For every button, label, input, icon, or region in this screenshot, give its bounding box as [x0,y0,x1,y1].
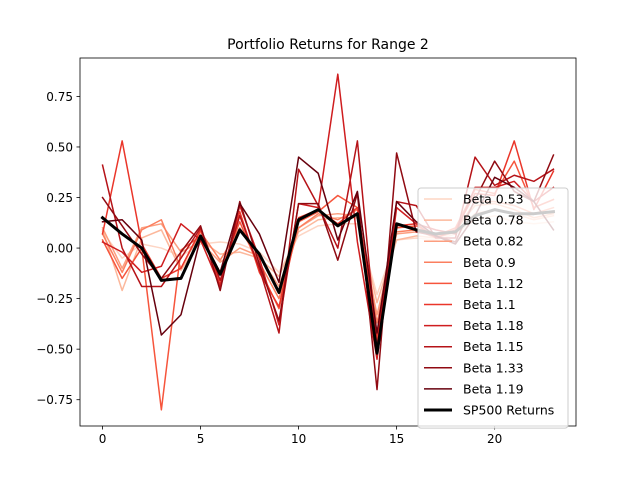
legend-label-2: Beta 0.82 [463,234,524,249]
legend-label-5: Beta 1.1 [463,297,516,312]
legend-label-6: Beta 1.18 [463,318,524,333]
x-tick-label-2: 10 [291,432,306,446]
legend-label-10: SP500 Returns [463,403,554,418]
legend-label-9: Beta 1.19 [463,381,524,396]
series-line-7 [101,140,555,348]
y-tick-label-0: −0.75 [36,393,73,407]
legend-label-0: Beta 0.53 [463,192,524,207]
legend-label-1: Beta 0.78 [463,213,524,228]
plot-frame [79,57,577,427]
y-tick-label-2: −0.25 [36,292,73,306]
y-tick-label-3: 0.00 [46,242,73,256]
chart-title: Portfolio Returns for Range 2 [227,37,429,53]
legend-label-8: Beta 1.33 [463,360,524,375]
legend: Beta 0.53 Beta 0.78 Beta 0.82 Beta 0.9 Beta … [417,187,569,429]
legend-label-7: Beta 1.15 [463,339,524,354]
legend-box [417,187,569,429]
x-tick-label-0: 0 [99,432,107,446]
axes-layer: 0 5 10 15 20 −0.75 −0.50 −0.25 0.00 0.25 0.50 0.75 [36,90,502,446]
y-tick-label-6: 0.75 [46,90,73,104]
x-tick-label-1: 5 [197,432,205,446]
y-tick-label-4: 0.25 [46,191,73,205]
y-tick-label-1: −0.50 [36,343,73,357]
x-tick-label-3: 15 [389,432,404,446]
legend-label-4: Beta 1.12 [463,276,524,291]
y-tick-label-5: 0.50 [46,140,73,154]
legend-label-3: Beta 0.9 [463,255,516,270]
series-line-6 [101,73,555,361]
x-tick-label-4: 20 [487,432,502,446]
